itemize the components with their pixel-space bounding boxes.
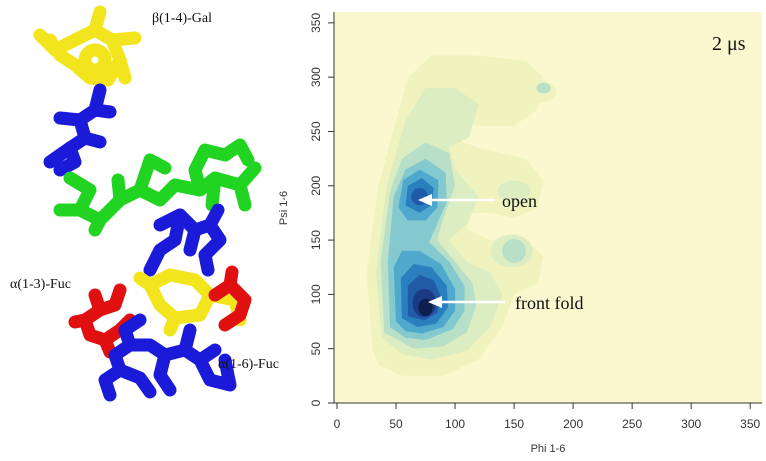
arrow-open-head <box>418 194 432 206</box>
annotations: open front fold <box>418 191 583 313</box>
fucose-13-residue <box>68 283 137 359</box>
contour-layers <box>366 55 557 376</box>
label-gal: β(1-4)-Gal <box>152 11 212 26</box>
contour-level-2-island <box>536 82 551 94</box>
y-tick-label: 100 <box>309 284 323 304</box>
x-tick-label: 150 <box>504 417 524 431</box>
y-tick-label: 300 <box>309 67 323 87</box>
annotation-open: open <box>502 191 537 211</box>
y-tick-label: 0 <box>309 399 323 406</box>
x-tick-label: 50 <box>389 417 403 431</box>
y-tick-label: 350 <box>309 13 323 33</box>
fucose-16-residue <box>208 265 252 332</box>
x-ticks: 0 50 100 150 200 250 300 350 <box>334 403 761 431</box>
x-tick-label: 300 <box>681 417 701 431</box>
x-tick-label: 0 <box>334 417 341 431</box>
contour-level-2-island <box>497 180 531 203</box>
x-tick-label: 250 <box>622 417 642 431</box>
time-label: 2 μs <box>712 33 746 55</box>
glcnac-lower-residue <box>98 313 237 402</box>
axes: 0 50 100 150 200 250 300 350 0 50 100 150 200 250 300… <box>309 12 762 431</box>
x-axis-label: Phi 1-6 <box>531 443 566 455</box>
x-tick-label: 350 <box>740 417 760 431</box>
mannose-residues <box>53 138 262 237</box>
y-tick-label: 250 <box>309 121 323 141</box>
contour-peak <box>418 298 433 317</box>
arrow-front-fold-head <box>428 296 442 308</box>
glcnac-middle-residue <box>143 203 227 277</box>
label-fuc16: α(1-6)-Fuc <box>218 357 279 372</box>
y-ticks: 0 50 100 150 200 250 300 350 <box>309 13 334 406</box>
y-axis-label: Psi 1-6 <box>278 191 290 225</box>
glcnac-upper-residue <box>43 83 117 177</box>
y-tick-label: 200 <box>309 175 323 195</box>
gal-residue <box>33 5 142 87</box>
contour-level-3-island <box>502 238 526 263</box>
y-tick-label: 50 <box>309 342 323 356</box>
x-tick-label: 200 <box>563 417 583 431</box>
label-fuc13: α(1-3)-Fuc <box>10 277 71 292</box>
annotation-front-fold: front fold <box>515 293 583 313</box>
y-tick-label: 150 <box>309 230 323 250</box>
x-tick-label: 100 <box>445 417 465 431</box>
